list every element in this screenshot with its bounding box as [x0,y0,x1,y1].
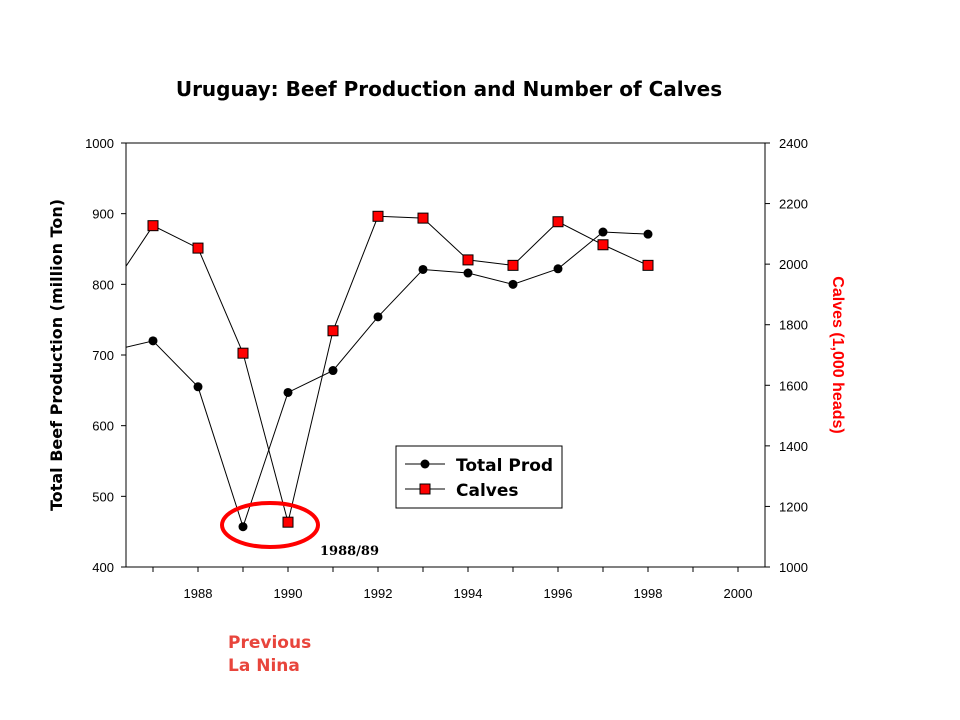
chart-title: Uruguay: Beef Production and Number of C… [176,77,722,101]
y-left-tick-label: 900 [92,207,114,222]
data-point-total-prod [418,264,428,274]
data-point-calves [417,212,429,224]
legend-box [395,445,563,509]
data-point-calves [147,220,159,232]
data-point-calves [642,259,654,271]
data-point-calves [192,242,204,254]
legend: Total Prod Calves [395,445,563,509]
data-point-total-prod [508,279,518,289]
data-point-total-prod [193,382,203,392]
data-point-total-prod [553,264,563,274]
series-line-total-prod [125,231,649,529]
y-left-tick-label: 400 [92,560,114,575]
y-right-tick-label: 2400 [779,136,808,151]
la-nina-note: Previous La Nina [228,632,311,678]
data-point-calves [597,239,609,251]
y-right-tick-label: 1400 [779,439,808,454]
x-tick-label: 1998 [634,586,663,601]
y-left-tick-label: 600 [92,419,114,434]
period-label: 1988/89 [320,544,379,559]
y-left-tick-label: 500 [92,489,114,504]
data-point-calves [462,254,474,266]
y-right-tick-label: 2200 [779,197,808,212]
data-point-total-prod [283,387,293,397]
legend-label-calves: Calves [456,481,519,501]
x-tick-label: 1988 [184,586,213,601]
y-right-tick-label: 1000 [779,560,808,575]
data-point-total-prod [148,336,158,346]
series-line-calves [125,215,649,523]
la-nina-note-line1: Previous [228,633,312,653]
x-tick-label: 2000 [724,586,753,601]
legend-marker-calves [419,483,431,495]
data-point-total-prod [643,229,653,239]
data-point-calves [282,516,294,528]
data-point-calves [237,347,249,359]
data-point-total-prod [598,227,608,237]
x-axis: 1988 1990 1992 1994 1996 1998 2000 [152,567,753,601]
y-left-tick-label: 700 [92,348,114,363]
y-right-tick-label: 1200 [779,499,808,514]
y-left-tick-label: 1000 [85,136,114,151]
data-point-total-prod [328,366,338,376]
x-tick-label: 1996 [544,586,573,601]
highlight-ellipse [220,501,320,549]
data-point-calves [552,216,564,228]
y-axis-right: 1000 1200 1400 1600 1800 2000 2200 2400 [765,136,808,575]
y-right-tick-label: 2000 [779,257,808,272]
y-axis-left-label: Total Beef Production (million Ton) [47,199,66,511]
x-tick-label: 1990 [274,586,303,601]
data-point-total-prod [373,312,383,322]
legend-marker-total-prod [420,459,430,469]
x-tick-label: 1994 [454,586,483,601]
series-lines [125,215,649,529]
y-right-tick-label: 1600 [779,378,808,393]
series-markers [147,210,654,532]
data-point-total-prod [463,268,473,278]
y-right-tick-label: 1800 [779,318,808,333]
la-nina-note-line2: La Nina [228,656,300,676]
y-axis-right-label: Calves (1,000 heads) [829,276,846,433]
data-point-calves [372,210,384,222]
data-point-total-prod [238,522,248,532]
data-point-calves [327,325,339,337]
y-axis-left: 400 500 600 700 800 900 1000 [85,136,126,575]
y-left-tick-label: 800 [92,277,114,292]
x-tick-label: 1992 [364,586,393,601]
legend-label-total-prod: Total Prod [456,456,553,476]
data-point-calves [507,259,519,271]
